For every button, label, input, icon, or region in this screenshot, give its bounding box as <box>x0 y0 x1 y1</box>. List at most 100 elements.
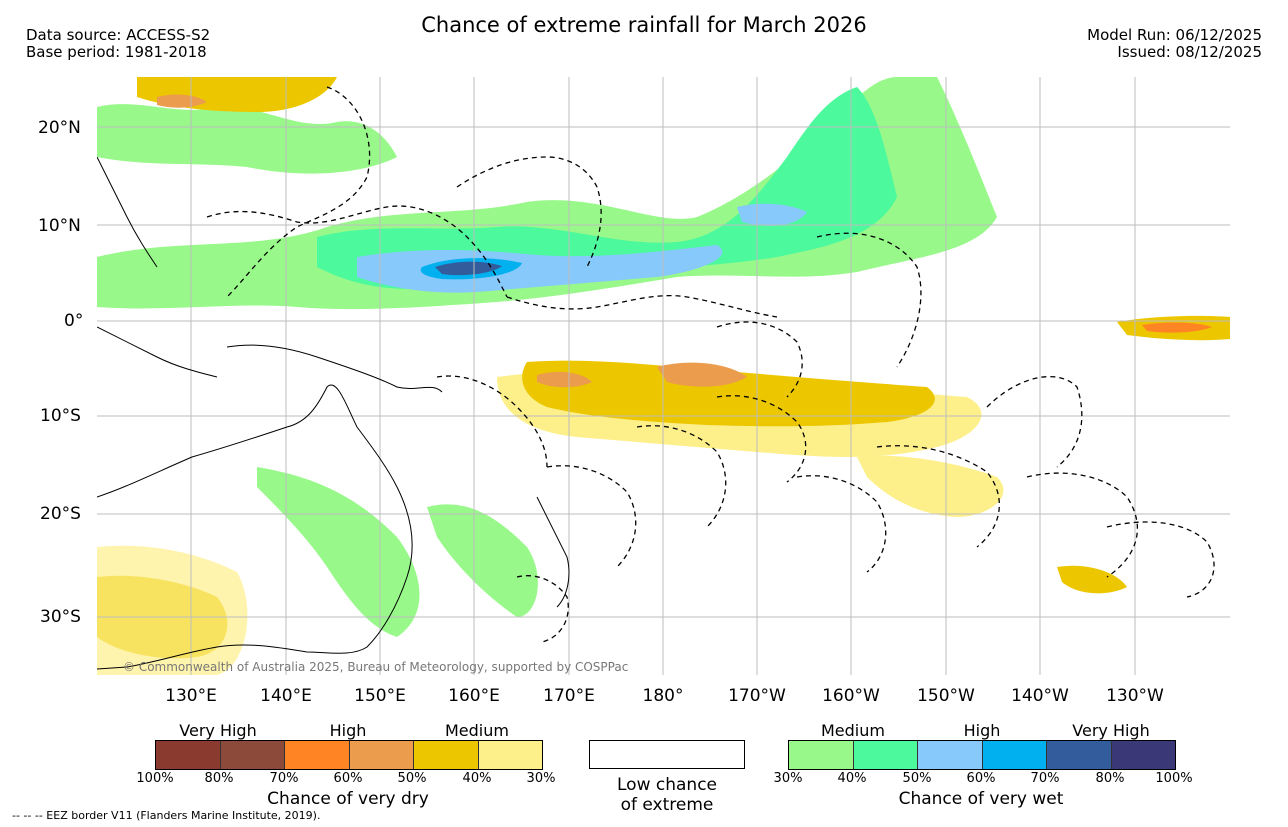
map-copyright: © Commonwealth of Australia 2025, Bureau… <box>123 660 628 674</box>
wet-tick-70: 70% <box>1030 771 1060 786</box>
lon-label-170e: 170°E <box>543 686 595 706</box>
model-run-label: Model Run: 06/12/2025 <box>1087 26 1262 44</box>
wet-tick-30: 30% <box>773 771 803 786</box>
wet-anomaly-regions <box>97 77 997 637</box>
dry-tick-60: 60% <box>333 771 363 786</box>
data-source-label: Data source: ACCESS-S2 <box>26 26 211 44</box>
issued-label: Issued: 08/12/2025 <box>1117 43 1262 61</box>
wet-high-core <box>357 245 723 293</box>
lon-label-150e: 150°E <box>354 686 406 706</box>
rainfall-map: © Commonwealth of Australia 2025, Bureau… <box>97 77 1230 675</box>
wet-tick-40: 40% <box>837 771 867 786</box>
dry-colorbar <box>155 740 543 770</box>
wet-legend-header-veryhigh: Very High <box>1072 721 1150 740</box>
dry-high-north-west <box>157 94 207 108</box>
eez-kiribati-gilbert <box>506 294 778 318</box>
dry-swatch-0 <box>156 741 221 769</box>
wet-colorbar <box>788 740 1176 770</box>
lat-label-20n: 20°N <box>38 118 81 138</box>
wet-swatch-5 <box>1111 741 1175 769</box>
dry-legend-header-veryhigh: Very High <box>179 721 257 740</box>
australia-coast <box>97 384 413 670</box>
eez-solomon <box>436 375 548 468</box>
dry-tick-70: 70% <box>269 771 299 786</box>
lat-label-equator: 0° <box>64 311 84 331</box>
lon-label-160w: 160°W <box>822 686 880 706</box>
wet-legend-header-high: High <box>963 721 1001 740</box>
eez-norfolk <box>516 575 569 643</box>
new-guinea-coast <box>226 344 443 393</box>
dry-swatch-4 <box>414 741 479 769</box>
eez-polynesia-north <box>986 375 1083 468</box>
dry-tick-50: 50% <box>397 771 427 786</box>
lat-label-10n: 10°N <box>38 216 81 236</box>
wet-high-core-east <box>737 203 807 226</box>
lon-label-160e: 160°E <box>448 686 500 706</box>
eez-micronesia-west <box>206 205 508 298</box>
wet-tick-100: 100% <box>1155 771 1193 786</box>
low-chance-line1: Low chance <box>617 775 717 795</box>
wet-swatch-0 <box>789 741 854 769</box>
wet-veryhigh-core <box>435 261 502 276</box>
indonesia-coast <box>97 326 218 378</box>
lon-label-130w: 130°W <box>1106 686 1164 706</box>
low-chance-line2: of extreme <box>620 795 714 815</box>
dry-tick-30: 30% <box>526 771 556 786</box>
wet-medium-region-north <box>97 104 397 174</box>
wet-medium-region-coral <box>427 504 538 617</box>
wet-tick-50: 50% <box>902 771 932 786</box>
eez-tokelau <box>716 321 803 398</box>
dry-high-equatorial-east <box>1142 322 1212 333</box>
low-chance-swatch <box>589 740 745 769</box>
eez-cook-north <box>876 445 1000 548</box>
dry-swatch-2 <box>285 741 350 769</box>
graticule <box>97 77 1230 675</box>
dry-high-spot-east <box>657 362 747 387</box>
wet-swatch-2 <box>918 741 983 769</box>
dry-tick-100: 100% <box>136 771 174 786</box>
wet-legend-caption: Chance of very wet <box>898 789 1064 809</box>
dry-light-south-west <box>97 545 248 675</box>
coastlines <box>97 156 570 670</box>
lon-label-180: 180° <box>642 686 684 706</box>
eez-palau <box>226 86 371 298</box>
wet-swatch-3 <box>982 741 1047 769</box>
lon-label-140w: 140°W <box>1011 686 1069 706</box>
eez-borders <box>206 86 1215 643</box>
lon-label-150w: 150°W <box>917 686 975 706</box>
dry-legend-caption: Chance of very dry <box>267 789 429 809</box>
wet-legend-header-medium: Medium <box>821 721 885 740</box>
eez-marshall <box>456 156 602 268</box>
wet-medium-region-australia <box>257 467 420 637</box>
dry-medium-south-east <box>1057 565 1127 594</box>
dry-legend-header-medium: Medium <box>445 721 509 740</box>
lon-label-130e: 130°E <box>165 686 217 706</box>
philippines-coast <box>97 156 158 268</box>
dry-tick-80: 80% <box>204 771 234 786</box>
lat-label-30s: 30°S <box>40 607 81 627</box>
eez-kiribati-line <box>816 232 922 368</box>
dry-swatch-5 <box>478 741 542 769</box>
dry-light-south-central <box>857 455 1004 517</box>
dry-anomaly-regions <box>97 77 1230 675</box>
dry-tick-40: 40% <box>462 771 492 786</box>
dry-swatch-3 <box>349 741 414 769</box>
dry-medium-band <box>522 360 935 427</box>
wet-swatch-4 <box>1047 741 1112 769</box>
wet-high-region <box>317 87 897 290</box>
base-period-label: Base period: 1981-2018 <box>26 43 207 61</box>
new-zealand-coast <box>536 496 570 608</box>
wet-tick-60: 60% <box>966 771 996 786</box>
dry-high-spot-west <box>537 371 592 388</box>
dry-legend-header-high: High <box>329 721 367 740</box>
lat-label-10s: 10°S <box>40 406 81 426</box>
map-title: Chance of extreme rainfall for March 202… <box>421 13 867 37</box>
eez-pitcairn <box>1106 521 1215 598</box>
lon-label-170w: 170°W <box>728 686 786 706</box>
lon-label-140e: 140°E <box>260 686 312 706</box>
dry-swatch-1 <box>220 741 285 769</box>
eez-polynesia <box>1026 472 1139 578</box>
lat-label-20s: 20°S <box>40 504 81 524</box>
wet-swatch-1 <box>853 741 918 769</box>
wet-tick-80: 80% <box>1095 771 1125 786</box>
